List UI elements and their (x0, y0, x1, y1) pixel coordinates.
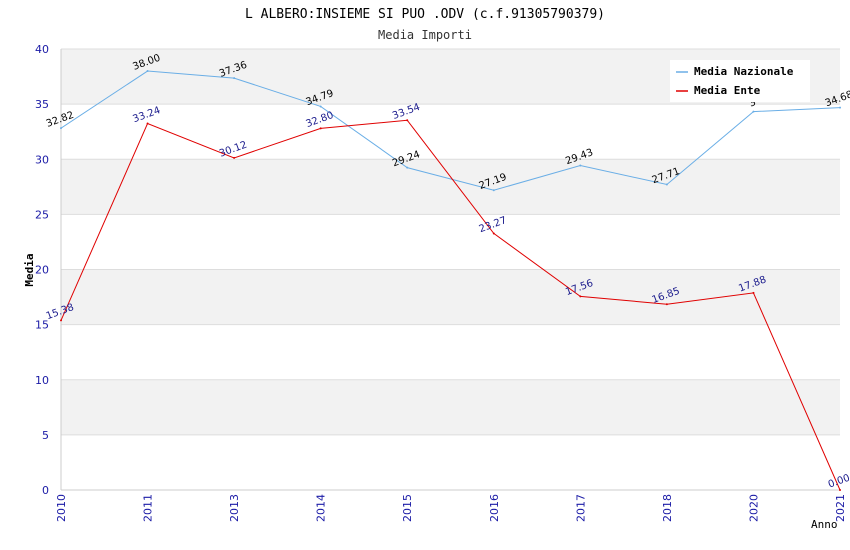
chart-subtitle: Media Importi (378, 28, 472, 42)
plot-band (61, 324, 840, 380)
axes (60, 49, 840, 491)
chart-title: L ALBERO:INSIEME SI PUO .ODV (c.f.913057… (245, 7, 605, 22)
data-point-media-nazionale-2016 (492, 189, 495, 192)
legend: Media Nazionale Media Ente (670, 60, 810, 102)
data-point-media-nazionale-2014 (319, 105, 322, 108)
x-tick-label-2013: 2013 (228, 494, 241, 522)
data-point-media-ente-2016 (492, 232, 495, 235)
plot-band (61, 214, 840, 270)
data-point-media-nazionale-2015 (406, 166, 409, 169)
series-line-media-nazionale (60, 70, 841, 191)
data-point-media-ente-2021 (839, 489, 841, 491)
plot-band (61, 269, 840, 325)
x-tick-label-2011: 2011 (142, 494, 155, 522)
x-tick-label-2014: 2014 (315, 494, 328, 522)
data-point-media-nazionale-2013 (233, 77, 236, 80)
data-point-media-nazionale-2017 (579, 164, 582, 167)
y-axis-ticks: 0 5 10 15 20 25 30 35 40 (35, 43, 49, 497)
data-point-media-ente-2017 (579, 295, 582, 298)
plot-band (61, 159, 840, 215)
y-tick-label-15: 15 (35, 319, 49, 332)
x-axis-label: Anno (811, 518, 838, 531)
data-point-media-nazionale-2021 (839, 106, 841, 109)
y-tick-label-30: 30 (35, 153, 49, 166)
data-point-media-nazionale-2010 (60, 127, 62, 130)
x-tick-label-2018: 2018 (661, 494, 674, 522)
data-point-media-ente-2014 (319, 127, 322, 130)
x-tick-label-2016: 2016 (488, 494, 501, 522)
data-point-media-ente-2013 (233, 156, 236, 159)
data-point-media-ente-2015 (406, 119, 409, 122)
legend-box (670, 60, 810, 102)
plot-background-bands (61, 49, 840, 490)
data-point-media-ente-2018 (665, 303, 668, 306)
data-label-media-nazionale-2020: 3 (748, 97, 758, 110)
x-axis-ticks: 2010 2011 2013 2014 2015 2016 2017 2018 2020 2021 (55, 494, 847, 522)
y-tick-label-5: 5 (42, 429, 49, 442)
data-point-media-nazionale-2018 (665, 183, 668, 186)
legend-label-media-ente: Media Ente (694, 84, 761, 97)
y-tick-label-10: 10 (35, 374, 49, 387)
x-tick-label-2020: 2020 (747, 494, 760, 522)
data-point-media-ente-2020 (752, 291, 755, 294)
plot-band (61, 434, 840, 490)
plot-band (61, 104, 840, 160)
y-axis-label: Media (23, 253, 36, 286)
data-point-media-ente-2010 (60, 319, 62, 322)
series-lines (60, 70, 841, 491)
y-tick-label-40: 40 (35, 43, 49, 56)
legend-label-media-nazionale: Media Nazionale (694, 65, 794, 78)
series-line-media-ente (60, 119, 841, 491)
x-tick-label-2021: 2021 (834, 494, 847, 522)
y-tick-label-20: 20 (35, 264, 49, 277)
x-tick-label-2017: 2017 (574, 494, 587, 522)
y-tick-label-0: 0 (42, 484, 49, 497)
x-tick-label-2010: 2010 (55, 494, 68, 522)
data-point-media-nazionale-2011 (146, 70, 149, 73)
y-tick-label-35: 35 (35, 98, 49, 111)
plot-band (61, 379, 840, 435)
x-tick-label-2015: 2015 (401, 494, 414, 522)
data-point-media-ente-2011 (146, 122, 149, 125)
y-tick-label-25: 25 (35, 208, 49, 221)
data-point-media-nazionale-2020 (752, 110, 755, 113)
